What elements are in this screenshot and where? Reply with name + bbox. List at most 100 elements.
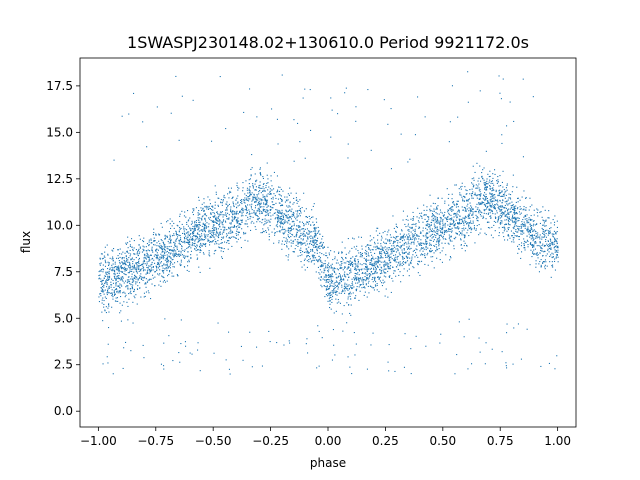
data-point [357, 263, 359, 265]
data-point [553, 243, 555, 245]
data-point [127, 288, 129, 290]
data-point [537, 215, 539, 217]
data-point [103, 284, 105, 286]
data-point [203, 230, 205, 232]
data-point [462, 209, 464, 211]
data-point [383, 247, 385, 249]
data-point [529, 235, 531, 237]
data-point [125, 256, 127, 258]
data-point [108, 273, 110, 275]
data-point [524, 224, 526, 226]
data-point [445, 230, 447, 232]
data-point [202, 230, 204, 232]
data-point [461, 185, 463, 187]
data-point [442, 236, 444, 238]
data-point [303, 259, 305, 261]
data-point [217, 228, 219, 230]
data-point [258, 217, 260, 219]
data-point [374, 252, 376, 254]
data-point [373, 289, 375, 291]
data-point [421, 217, 423, 219]
data-point [178, 231, 180, 233]
data-point [328, 262, 330, 264]
data-point [268, 221, 270, 223]
data-point [501, 191, 503, 193]
data-point [163, 249, 165, 251]
data-point [381, 246, 383, 248]
data-point [299, 236, 301, 238]
data-point [320, 241, 322, 243]
data-point [99, 274, 101, 276]
data-point [303, 251, 305, 253]
data-point [175, 245, 177, 247]
data-point [299, 208, 301, 210]
data-point [491, 197, 493, 199]
data-point [428, 244, 430, 246]
data-point [484, 188, 486, 190]
data-point [444, 242, 446, 244]
data-point [194, 220, 196, 222]
data-point [481, 176, 483, 178]
data-point [511, 191, 513, 193]
data-point [229, 373, 231, 375]
data-point [389, 275, 391, 277]
data-point [418, 260, 420, 262]
data-point [213, 352, 215, 354]
data-point [286, 240, 288, 242]
data-point [367, 89, 369, 91]
data-point [491, 348, 493, 350]
data-point [509, 237, 511, 239]
data-point [172, 253, 174, 255]
data-point [317, 226, 319, 228]
data-point [145, 250, 147, 252]
data-point [169, 218, 171, 220]
data-point [241, 201, 243, 203]
data-point [233, 224, 235, 226]
data-point [310, 240, 312, 242]
data-point [432, 236, 434, 238]
data-point [473, 228, 475, 230]
data-point [288, 217, 290, 219]
data-point [550, 254, 552, 256]
data-point [207, 238, 209, 240]
data-point [448, 212, 450, 214]
data-point [232, 202, 234, 204]
data-point [484, 186, 486, 188]
data-point [263, 210, 265, 212]
data-point [105, 282, 107, 284]
data-point [195, 238, 197, 240]
data-point [481, 175, 483, 177]
data-point [246, 187, 248, 189]
data-point [531, 235, 533, 237]
data-point [494, 196, 496, 198]
data-point [420, 242, 422, 244]
data-point [551, 265, 553, 267]
data-point [431, 219, 433, 221]
data-point [441, 242, 443, 244]
data-point [417, 220, 419, 222]
data-point [320, 245, 322, 247]
data-point [160, 256, 162, 258]
data-point [463, 229, 465, 231]
data-point [271, 207, 273, 209]
data-point [523, 238, 525, 240]
data-point [164, 235, 166, 237]
data-point [160, 262, 162, 264]
data-point [204, 230, 206, 232]
data-point [499, 223, 501, 225]
data-point [188, 239, 190, 241]
data-point [267, 227, 269, 229]
data-point [410, 262, 412, 264]
data-point [180, 264, 182, 266]
data-point [379, 264, 381, 266]
data-point [527, 231, 529, 233]
data-point [167, 267, 169, 269]
data-point [455, 232, 457, 234]
data-point [465, 200, 467, 202]
data-point [265, 231, 267, 233]
data-point [449, 218, 451, 220]
data-point [242, 190, 244, 192]
data-point [254, 173, 256, 175]
data-point [199, 249, 201, 251]
data-point [259, 190, 261, 192]
